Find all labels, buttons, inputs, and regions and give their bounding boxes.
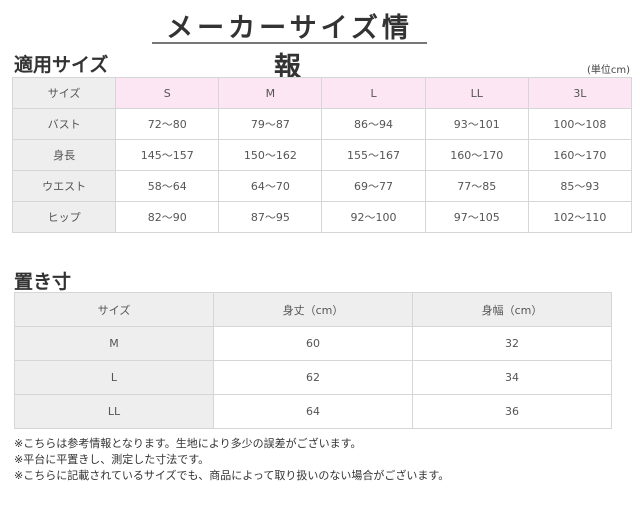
table-row: ウエスト 58〜64 64〜70 69〜77 77〜85 85〜93 [11, 170, 633, 202]
flat-measure-heading: 置き寸 [14, 271, 72, 293]
header-cell: LL [424, 77, 529, 109]
table-cell: 82〜90 [115, 201, 220, 233]
row-label: ヒップ [11, 201, 117, 233]
table-cell: 93〜101 [424, 108, 529, 140]
applicable-size-heading: 適用サイズ [14, 54, 109, 76]
table-cell: 34 [412, 360, 612, 395]
row-label: LL [14, 394, 214, 429]
page-title: メーカーサイズ情報 [166, 13, 413, 83]
table-cell: 85〜93 [527, 170, 633, 202]
table-cell: 97〜105 [424, 201, 529, 233]
header-row: サイズ 身丈（cm） 身幅（cm） [14, 292, 612, 327]
table-cell: 87〜95 [218, 201, 323, 233]
table-cell: 36 [412, 394, 612, 429]
row-label: 身長 [11, 139, 117, 171]
table-row: LL 64 36 [14, 394, 612, 429]
table-cell: 155〜167 [321, 139, 426, 171]
table-cell: 100〜108 [527, 108, 633, 140]
header-cell: L [321, 77, 426, 109]
table-cell: 150〜162 [218, 139, 323, 171]
applicable-size-table: サイズ S M L LL 3L バスト 72〜80 79〜87 86〜94 93〜101 100〜10… [11, 77, 633, 233]
notes: ※こちらは参考情報となります。生地により多少の誤差がございます。 ※平台に平置き… [14, 436, 449, 484]
table-cell: 32 [412, 326, 612, 361]
row-label: ウエスト [11, 170, 117, 202]
table-cell: 62 [213, 360, 413, 395]
table-cell: 160〜170 [424, 139, 529, 171]
header-cell: サイズ [14, 292, 214, 327]
table-cell: 77〜85 [424, 170, 529, 202]
table-cell: 86〜94 [321, 108, 426, 140]
row-label: L [14, 360, 214, 395]
header-cell: M [218, 77, 323, 109]
table-cell: 145〜157 [115, 139, 220, 171]
note: ※平台に平置きし、測定した寸法です。 [14, 453, 210, 466]
note: ※こちらに記載されているサイズでも、商品によって取り扱いのない場合がございます。 [14, 469, 450, 482]
table-cell: 60 [213, 326, 413, 361]
flat-measure-table: サイズ 身丈（cm） 身幅（cm） M 60 32 L 62 34 LL 64 36 [14, 292, 612, 429]
table-cell: 64 [213, 394, 413, 429]
header-cell: 身幅（cm） [412, 292, 612, 327]
header-cell: S [115, 77, 220, 109]
table-cell: 102〜110 [527, 201, 633, 233]
header-cell: サイズ [11, 77, 117, 109]
table-cell: 69〜77 [321, 170, 426, 202]
header-cell: 3L [527, 77, 633, 109]
table-row: 身長 145〜157 150〜162 155〜167 160〜170 160〜170 [11, 139, 633, 171]
table-cell: 58〜64 [115, 170, 220, 202]
table-row: L 62 34 [14, 360, 612, 395]
note: ※こちらは参考情報となります。生地により多少の誤差がございます。 [14, 437, 362, 450]
table-row: バスト 72〜80 79〜87 86〜94 93〜101 100〜108 [11, 108, 633, 140]
table-row: M 60 32 [14, 326, 612, 361]
table-row: ヒップ 82〜90 87〜95 92〜100 97〜105 102〜110 [11, 201, 633, 233]
unit-label: (単位cm) [586, 65, 630, 76]
table-cell: 92〜100 [321, 201, 426, 233]
header-row: サイズ S M L LL 3L [11, 77, 633, 109]
header-cell: 身丈（cm） [213, 292, 413, 327]
table-cell: 72〜80 [115, 108, 220, 140]
table-cell: 79〜87 [218, 108, 323, 140]
title-underline [152, 42, 427, 44]
table-cell: 160〜170 [527, 139, 633, 171]
table-cell: 64〜70 [218, 170, 323, 202]
row-label: バスト [11, 108, 117, 140]
row-label: M [14, 326, 214, 361]
